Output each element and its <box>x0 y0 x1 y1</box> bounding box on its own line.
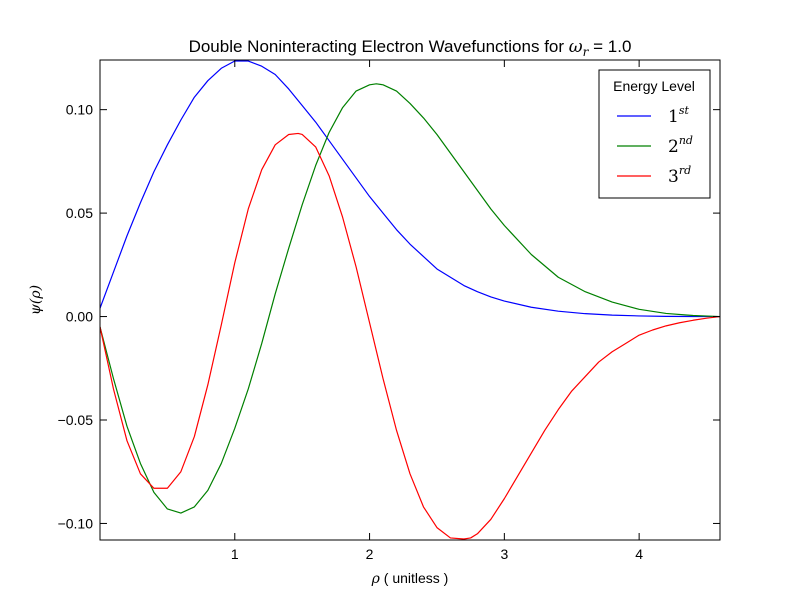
legend-entries: 1st 2nd 3rd <box>617 104 693 187</box>
legend-label-3: 3rd <box>668 164 691 187</box>
y-tick-label: 0.05 <box>66 205 93 221</box>
series-line-3 <box>100 132 720 540</box>
legend-label-2: 2nd <box>668 134 693 157</box>
y-tick-label: 0.00 <box>66 309 93 325</box>
chart-title-symbol: ω <box>569 37 583 57</box>
axis-ticks: 1 2 3 4 0.10 0.05 0.00 −0.05 −0.10 <box>58 60 720 562</box>
y-tick-label: 0.10 <box>66 102 93 118</box>
y-tick-label: −0.05 <box>58 412 94 428</box>
series-line-1 <box>100 60 720 318</box>
chart-title: Double Noninteracting Electron Wavefunct… <box>189 37 632 59</box>
chart-title-prefix: Double Noninteracting Electron Wavefunct… <box>189 37 569 56</box>
chart-title-symbol-sub: r <box>583 45 590 59</box>
legend-label-sup: nd <box>679 134 693 147</box>
x-tick-label: 1 <box>231 546 239 562</box>
legend-label-sup: st <box>679 104 690 117</box>
y-tick-label: −0.10 <box>58 515 94 531</box>
y-axis-label: ψ(ρ) <box>28 285 44 315</box>
x-tick-label: 3 <box>500 546 508 562</box>
legend-title: Energy Level <box>613 78 695 94</box>
plot-frame <box>99 59 721 541</box>
x-tick-label: 4 <box>635 546 643 562</box>
x-tick-label: 2 <box>366 546 374 562</box>
x-axis-label: ρ ( unitless ) <box>371 570 449 587</box>
series-line-2 <box>100 83 720 514</box>
legend-box <box>598 69 711 199</box>
x-axis-label-text: ( unitless ) <box>380 570 448 586</box>
legend-label-base: 2 <box>668 137 679 157</box>
chart-title-suffix: = 1.0 <box>588 37 631 56</box>
legend-label-sup: rd <box>679 164 691 177</box>
legend: Energy Level 1st 2nd 3rd <box>598 69 711 199</box>
legend-label-1: 1st <box>668 104 689 127</box>
legend-label-base: 1 <box>668 107 679 127</box>
series-layer <box>100 60 720 540</box>
legend-label-base: 3 <box>668 167 679 187</box>
x-axis-label-symbol: ρ <box>371 571 381 587</box>
